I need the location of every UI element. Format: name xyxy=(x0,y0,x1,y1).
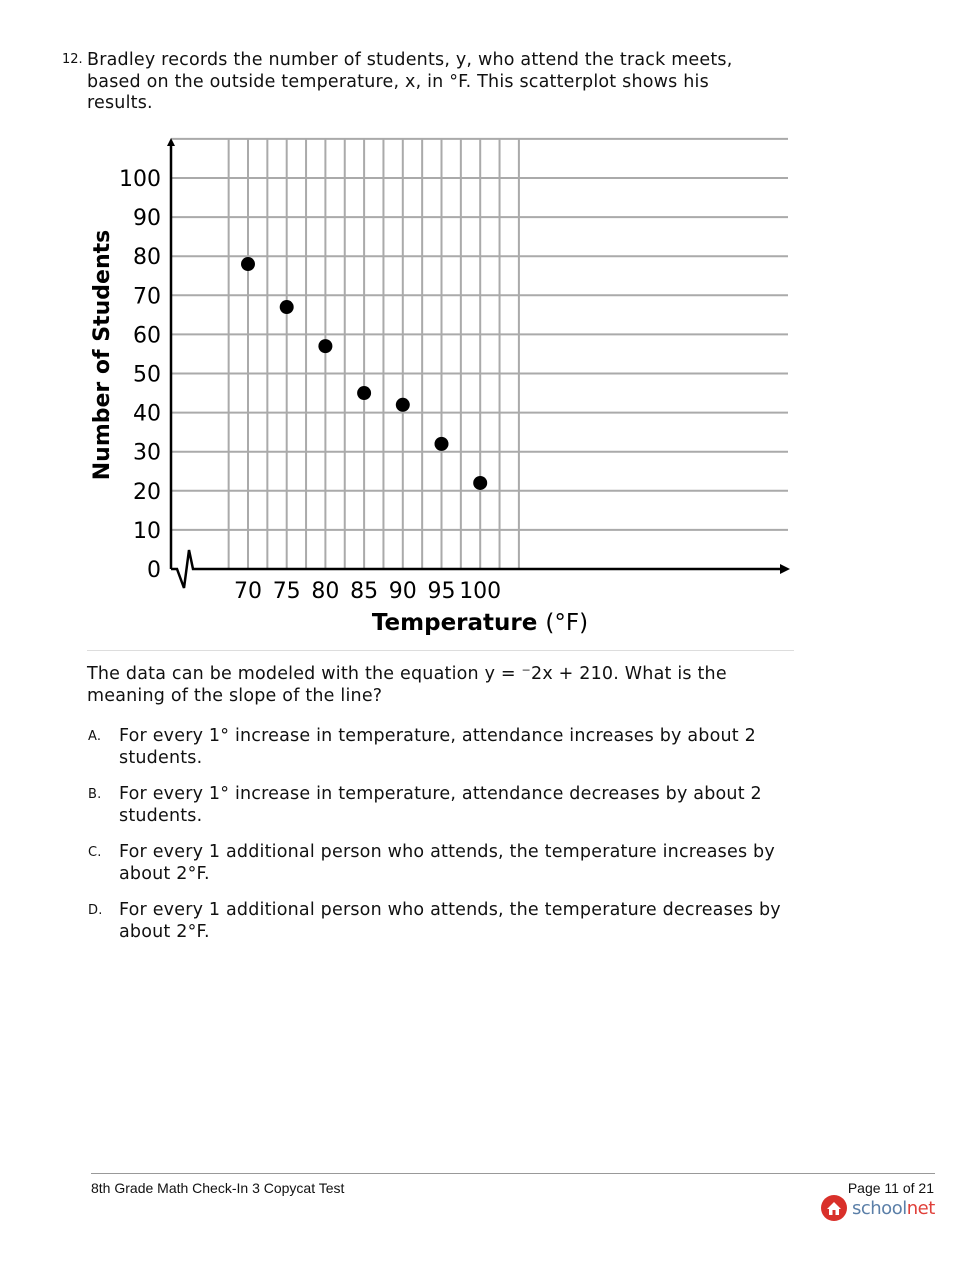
x-tick-label: 95 xyxy=(428,579,456,604)
grid xyxy=(171,137,788,569)
y-tick-label: 30 xyxy=(133,441,161,466)
y-tick-label: 50 xyxy=(133,363,161,388)
option-letter: B. xyxy=(88,787,102,802)
option-letter: D. xyxy=(88,903,103,918)
option-c[interactable]: C. For every 1 additional person who atte… xyxy=(87,842,787,885)
option-text: For every 1° increase in temperature, at… xyxy=(119,726,756,768)
y-axis-label: Number of Students xyxy=(90,230,115,481)
option-letter: C. xyxy=(88,845,102,860)
y-tick-labels: 0 10 20 30 40 50 60 70 80 90 100 xyxy=(119,167,161,583)
data-point xyxy=(279,300,294,315)
axes xyxy=(167,138,790,589)
x-tick-label: 85 xyxy=(350,579,378,604)
option-b[interactable]: B. For every 1° increase in temperature, … xyxy=(87,784,787,827)
data-point xyxy=(318,339,333,354)
y-tick-label: 80 xyxy=(133,245,161,270)
y-tick-label: 90 xyxy=(133,206,161,231)
page-number: Page 11 of 21 xyxy=(847,1180,934,1196)
x-tick-label: 80 xyxy=(311,579,339,604)
x-axis-with-break xyxy=(171,549,782,589)
option-text: For every 1 additional person who attend… xyxy=(119,900,781,942)
y-tick-label: 60 xyxy=(133,323,161,348)
y-tick-label: 10 xyxy=(133,519,161,544)
test-title: 8th Grade Math Check-In 3 Copycat Test xyxy=(91,1180,345,1196)
y-tick-label: 100 xyxy=(119,167,161,192)
x-tick-label: 70 xyxy=(234,579,262,604)
house-icon xyxy=(821,1195,847,1221)
logo-text-school: school xyxy=(852,1197,907,1219)
x-tick-label: 100 xyxy=(459,579,501,604)
y-tick-label: 40 xyxy=(133,402,161,427)
data-point xyxy=(473,475,488,490)
data-point xyxy=(241,257,255,272)
question-stem: The data can be modeled with the equatio… xyxy=(87,664,727,706)
y-tick-label: 70 xyxy=(133,284,161,309)
y-tick-label: 0 xyxy=(147,558,161,583)
option-text: For every 1° increase in temperature, at… xyxy=(119,784,762,826)
question-number: 12. xyxy=(62,52,83,67)
question-text: Bradley records the number of students, … xyxy=(87,50,733,113)
y-tick-label: 20 xyxy=(133,480,161,505)
x-tick-label: 90 xyxy=(389,579,417,604)
divider xyxy=(87,650,794,651)
option-a[interactable]: A. For every 1° increase in temperature, … xyxy=(87,726,787,769)
footer-divider xyxy=(91,1173,935,1174)
x-axis-arrow xyxy=(780,564,790,574)
data-point xyxy=(434,436,449,451)
data-points xyxy=(241,257,488,490)
x-tick-label: 75 xyxy=(273,579,301,604)
logo-text-net: net xyxy=(906,1197,936,1219)
x-axis-label: Temperature (°F) xyxy=(372,610,588,636)
option-text: For every 1 additional person who attend… xyxy=(119,842,775,884)
schoolnet-logo: schoolnet xyxy=(820,1194,935,1222)
option-d[interactable]: D. For every 1 additional person who atte… xyxy=(87,900,787,943)
data-point xyxy=(357,386,372,401)
option-letter: A. xyxy=(88,729,102,744)
x-tick-labels: 70 75 80 85 90 95 100 xyxy=(234,579,501,604)
data-point xyxy=(395,397,410,412)
y-axis-arrow xyxy=(167,138,175,146)
